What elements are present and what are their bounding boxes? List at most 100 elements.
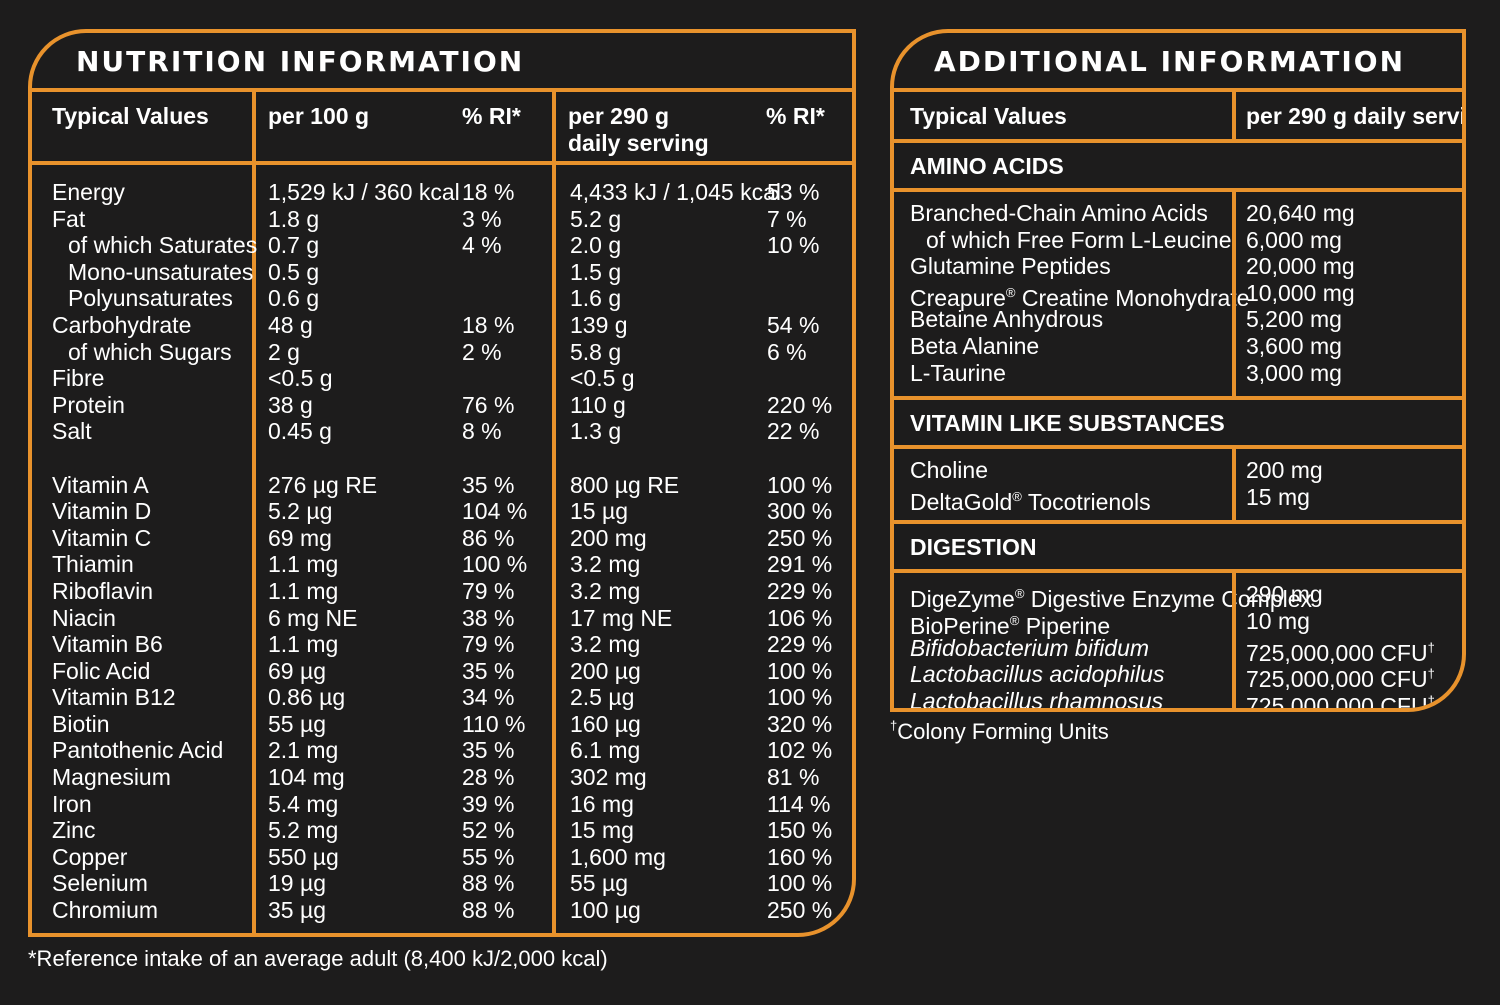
per-100g-value: 0.45 g bbox=[268, 418, 332, 445]
registered-mark: ® bbox=[1005, 284, 1016, 300]
per-290g-value: 200 µg bbox=[570, 657, 641, 684]
per-290g-value: <0.5 g bbox=[570, 365, 635, 392]
ingredient-value: 5,200 mg bbox=[1246, 306, 1355, 333]
nutrient-name: Vitamin D bbox=[52, 498, 152, 525]
ingredient-name-text: DeltaGold bbox=[910, 488, 1013, 515]
ingredient-value-text: 3,600 mg bbox=[1246, 332, 1342, 359]
ri-100-value: 55 % bbox=[462, 843, 515, 870]
per-100g-value: 5.2 mg bbox=[268, 817, 339, 844]
ri-290-value: 53 % bbox=[767, 179, 820, 205]
nutrient-name: of which Sugars bbox=[68, 338, 232, 365]
nutrient-name: Salt bbox=[52, 418, 92, 445]
nutrient-name: Thiamin bbox=[52, 551, 134, 578]
divider bbox=[894, 396, 1462, 401]
per-100g-value: 276 µg RE bbox=[268, 471, 378, 498]
additional-title: ADDITIONAL INFORMATION bbox=[934, 45, 1406, 78]
ingredient-values-column: 20,640 mg 6,000 mg 20,000 mg 10,000 mg 5,200… bbox=[1246, 200, 1355, 386]
row-gap bbox=[52, 445, 248, 472]
divider bbox=[894, 569, 1462, 574]
ingredient-name-text: Bifidobacterium bifidum bbox=[910, 634, 1150, 661]
ingredient-value: 10,000 mg bbox=[1246, 280, 1355, 307]
ri-290-value: 229 % bbox=[767, 577, 833, 604]
per-290g-value: 3.2 mg bbox=[570, 577, 641, 604]
ingredient-name: L-Taurine bbox=[910, 360, 1249, 387]
ri-100-value: 39 % bbox=[462, 790, 515, 817]
nutrient-name: Riboflavin bbox=[52, 577, 153, 604]
ingredient-names-column: Branched-Chain Amino Acids of which Free … bbox=[910, 200, 1249, 386]
nutrient-name: Vitamin A bbox=[52, 471, 149, 498]
ri-290-value bbox=[767, 365, 852, 392]
nutrient-name: Niacin bbox=[52, 604, 116, 631]
per-100g-value: 0.7 g bbox=[268, 232, 320, 259]
divider bbox=[894, 188, 1462, 192]
ri-100-value: 8 % bbox=[462, 418, 502, 445]
per-100g-value: 5.2 µg bbox=[268, 498, 333, 525]
per-290g-value: 3.2 mg bbox=[570, 631, 641, 658]
ingredient-name-suffix: Creatine Monohydrate bbox=[1015, 284, 1250, 311]
ri-290-value: 6 % bbox=[767, 338, 807, 365]
nutrient-name: Vitamin B12 bbox=[52, 684, 176, 711]
ri-290-value: 250 % bbox=[767, 897, 833, 924]
section-title: AMINO ACIDS bbox=[910, 153, 1064, 179]
ri-290-value: 229 % bbox=[767, 631, 833, 658]
per-290g-value: 100 µg bbox=[570, 897, 641, 924]
ingredient-value-text: 6,000 mg bbox=[1246, 226, 1342, 253]
ri-100-value: 88 % bbox=[462, 870, 515, 897]
ingredient-value-text: 20,640 mg bbox=[1246, 200, 1355, 226]
ingredient-value-text: 200 mg bbox=[1246, 457, 1323, 484]
ri-290-value bbox=[767, 259, 852, 286]
ingredient-name: DeltaGold® Tocotrienols bbox=[910, 484, 1151, 515]
ri-100-value: 34 % bbox=[462, 684, 515, 711]
section-title: DIGESTION bbox=[910, 534, 1037, 561]
dagger-mark: † bbox=[890, 718, 898, 733]
per-290g-value: 6.1 mg bbox=[570, 737, 641, 764]
per-290g-value: 1.6 g bbox=[570, 285, 622, 312]
ri-100-value: 88 % bbox=[462, 897, 515, 924]
ri-100-value: 38 % bbox=[462, 604, 515, 631]
ri-290-value: 160 % bbox=[767, 843, 833, 870]
ri-100-value: 104 % bbox=[462, 498, 528, 525]
additional-panel: ADDITIONAL INFORMATION Typical Values pe… bbox=[890, 29, 1466, 712]
per-290g-value: 1.3 g bbox=[570, 418, 622, 445]
ingredient-value: 725,000,000 CFU† bbox=[1246, 688, 1435, 708]
ingredient-name: Beta Alanine bbox=[910, 333, 1249, 360]
per-290g-column: 4,433 kJ / 1,045 kcal 5.2 g 2.0 g 1.5 g 1.6 … bbox=[570, 179, 781, 924]
header-per-290g: per 290 g bbox=[568, 103, 669, 129]
ri-290-value: 100 % bbox=[767, 471, 833, 498]
ri-100-value bbox=[462, 365, 550, 392]
ingredient-value-text: 5,200 mg bbox=[1246, 306, 1342, 333]
per-290g-value: 15 mg bbox=[570, 817, 634, 844]
ingredient-name-text: Choline bbox=[910, 457, 988, 484]
column-divider bbox=[1232, 92, 1236, 139]
ri-290-value: 250 % bbox=[767, 524, 833, 551]
per-100g-value: 2.1 mg bbox=[268, 737, 339, 764]
ingredient-value: 20,640 mg bbox=[1246, 200, 1355, 227]
header-ri-290: % RI* bbox=[766, 103, 825, 129]
ingredient-value-text: 725,000,000 CFU bbox=[1246, 666, 1428, 693]
ri-100-value: 79 % bbox=[462, 577, 515, 604]
nutrition-panel: NUTRITION INFORMATION Typical Values per… bbox=[28, 29, 856, 937]
per-100g-value: 19 µg bbox=[268, 870, 327, 897]
ingredient-name: DigeZyme® Digestive Enzyme Complex bbox=[910, 581, 1312, 612]
per-290g-value: 5.8 g bbox=[570, 338, 622, 365]
dagger-mark: † bbox=[1427, 666, 1435, 682]
per-290g-value: 2.5 µg bbox=[570, 684, 635, 711]
per-100g-value: 35 µg bbox=[268, 897, 327, 924]
ingredient-names-column: DigeZyme® Digestive Enzyme Complex BioPer… bbox=[910, 581, 1312, 708]
ingredient-value-text: 290 mg bbox=[1246, 581, 1323, 608]
row-gap bbox=[268, 445, 458, 472]
per-290g-value: 4,433 kJ / 1,045 kcal bbox=[570, 179, 781, 205]
per-290g-value: 800 µg RE bbox=[570, 471, 680, 498]
ri-290-value: 7 % bbox=[767, 205, 807, 232]
column-divider bbox=[552, 92, 556, 933]
ingredient-value: 3,000 mg bbox=[1246, 360, 1355, 387]
ri-290-value: 114 % bbox=[767, 790, 831, 817]
column-divider bbox=[252, 92, 256, 933]
nutrient-name: Pantothenic Acid bbox=[52, 737, 224, 764]
ingredient-name: Glutamine Peptides bbox=[910, 253, 1249, 280]
per-100g-value: 0.6 g bbox=[268, 285, 320, 312]
divider bbox=[894, 88, 1462, 92]
ri-290-value: 150 % bbox=[767, 817, 833, 844]
ri-100-value: 18 % bbox=[462, 311, 515, 338]
per-290g-value: 2.0 g bbox=[570, 232, 622, 259]
